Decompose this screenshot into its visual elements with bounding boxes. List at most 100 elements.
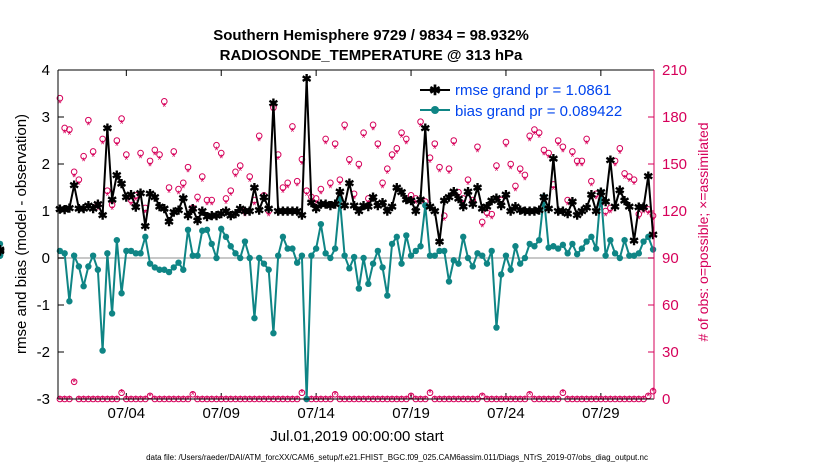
rmse-point: ✱ xyxy=(629,234,639,248)
bias-point xyxy=(488,247,495,255)
obs-assimilated-point: * xyxy=(414,198,419,210)
obs-possible-point xyxy=(564,196,571,204)
bias-point xyxy=(341,252,348,259)
obs-possible-point xyxy=(160,98,168,105)
obs-possible-point xyxy=(540,146,548,154)
rmse-point: ✱ xyxy=(264,202,274,216)
obs-assimilated-point: * xyxy=(224,198,229,210)
obs-possible-point xyxy=(165,184,173,191)
rmse-point: ✱ xyxy=(230,207,240,221)
bias-point xyxy=(384,292,391,299)
rmse-point: ✱ xyxy=(240,205,250,219)
rmse-point: ✱ xyxy=(173,204,183,218)
rmse-series-line xyxy=(59,78,655,242)
rmse-point: ✱ xyxy=(496,199,506,213)
obs-assimilated-point-low: * xyxy=(86,394,91,406)
bias-point xyxy=(621,236,628,244)
obs-assimilated-point: * xyxy=(119,119,124,131)
bias-point xyxy=(474,250,481,257)
obs-possible-point xyxy=(255,132,263,140)
obs-assimilated-point: * xyxy=(385,169,390,181)
y2-tick-label: 150 xyxy=(662,156,687,173)
obs-assimilated-point: * xyxy=(176,189,181,201)
bias-point xyxy=(89,252,97,259)
rmse-point: ✱ xyxy=(83,199,93,213)
obs-assimilated-point: * xyxy=(129,200,134,212)
bias-point xyxy=(559,241,567,249)
bias-point xyxy=(189,252,196,259)
rmse-point: ✱ xyxy=(610,200,620,214)
bias-point xyxy=(507,266,514,273)
bias-point xyxy=(360,254,367,262)
obs-possible-point xyxy=(341,121,348,129)
x-tick-label: 07/04 xyxy=(108,405,146,422)
bias-point xyxy=(241,238,249,245)
bias-point xyxy=(66,298,73,305)
obs-possible-point xyxy=(455,188,462,196)
obs-assimilated-point-low: * xyxy=(100,394,105,406)
obs-possible-point xyxy=(569,148,576,155)
rmse-point: ✱ xyxy=(340,199,350,213)
rmse-point: ✱ xyxy=(207,209,217,223)
rmse-point: ✱ xyxy=(325,199,335,213)
obs-possible-point xyxy=(108,201,116,209)
rmse-point: ✱ xyxy=(539,190,549,204)
rmse-point: ✱ xyxy=(453,192,463,206)
rmse-point: ✱ xyxy=(368,190,378,204)
bias-point xyxy=(512,243,519,250)
obs-possible-point xyxy=(626,173,633,180)
bias-point xyxy=(431,252,438,259)
obs-assimilated-point: * xyxy=(323,139,328,151)
bias-point xyxy=(251,314,258,322)
obs-possible-point xyxy=(213,141,220,149)
obs-assimilated-point-low: * xyxy=(618,394,623,406)
obs-assimilated-point-low: * xyxy=(565,394,570,406)
x-tick-label: 07/19 xyxy=(392,405,430,422)
rmse-point: ✱ xyxy=(183,209,193,223)
bias-point xyxy=(464,254,472,262)
rmse-point: ✱ xyxy=(283,205,293,219)
obs-possible-point xyxy=(156,151,163,158)
bias-point xyxy=(588,233,595,241)
obs-assimilated-point-low: * xyxy=(143,394,148,406)
obs-assimilated-point-low: * xyxy=(81,394,86,406)
obs-assimilated-point: * xyxy=(418,122,423,134)
rmse-point: ✱ xyxy=(416,193,426,207)
obs-assimilated-point: * xyxy=(138,153,143,165)
rmse-point: ✱ xyxy=(620,194,630,208)
rmse-point: ✱ xyxy=(411,205,421,219)
obs-possible-point xyxy=(507,160,514,168)
y-tick-label: 3 xyxy=(42,109,50,126)
obs-assimilated-point-low: * xyxy=(589,394,594,406)
rmse-point: ✱ xyxy=(292,205,302,219)
obs-assimilated-point: * xyxy=(352,194,357,206)
obs-assimilated-point-low: * xyxy=(200,394,205,406)
obs-assimilated-point-low: * xyxy=(452,394,457,406)
rmse-point: ✱ xyxy=(553,205,563,219)
bias-point xyxy=(592,245,600,252)
bias-point xyxy=(369,260,377,267)
obs-assimilated-point-low: * xyxy=(423,394,428,406)
rmse-point: ✱ xyxy=(577,205,587,219)
bias-point xyxy=(322,250,329,257)
y-tick-label: 1 xyxy=(42,203,50,220)
obs-assimilated-point: * xyxy=(205,200,210,212)
y-tick-label: 0 xyxy=(42,250,50,267)
bias-point xyxy=(365,280,372,288)
bias-point xyxy=(0,252,4,259)
bias-point xyxy=(611,250,619,257)
obs-possible-point-low xyxy=(189,391,197,398)
rmse-point: ✱ xyxy=(74,202,84,216)
rmse-point: ✱ xyxy=(136,187,146,201)
bias-point xyxy=(607,236,614,244)
rmse-point: ✱ xyxy=(302,72,312,86)
bias-point xyxy=(417,243,424,250)
obs-assimilated-point: * xyxy=(618,148,623,160)
obs-assimilated-point-low: * xyxy=(257,394,262,406)
bias-point xyxy=(469,263,476,270)
obs-assimilated-point-low: * xyxy=(148,391,153,403)
rmse-point: ✱ xyxy=(79,202,89,216)
obs-possible-point-low xyxy=(426,389,434,397)
obs-possible-point xyxy=(175,185,182,193)
y-tick-label: -2 xyxy=(37,344,50,361)
